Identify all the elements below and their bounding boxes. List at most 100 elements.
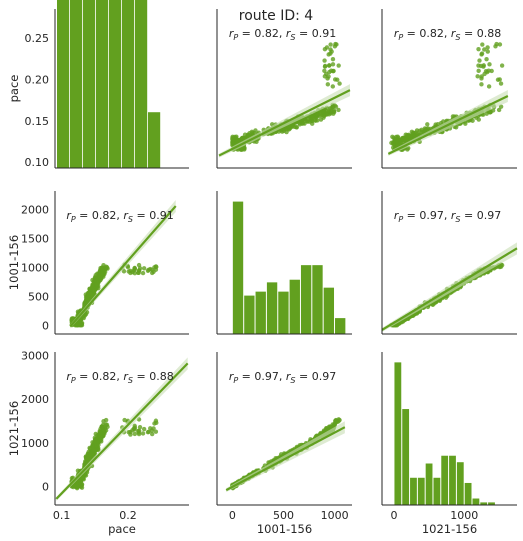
scatter-point — [479, 74, 484, 79]
histogram-bar — [255, 291, 266, 334]
y-tick-label: 1000 — [21, 437, 49, 450]
scatter-point — [92, 274, 98, 280]
correlation-annotation: rP = 0.97, rS = 0.97 — [394, 209, 501, 224]
scatter-point — [96, 273, 101, 279]
scatter-point — [96, 442, 101, 447]
scatter-point — [90, 282, 95, 287]
histogram-bar — [109, 0, 122, 168]
scatter-point — [146, 267, 151, 273]
histogram-bar — [278, 291, 289, 334]
y-tick-label: 3000 — [21, 349, 49, 362]
correlation-annotation: rP = 0.97, rS = 0.97 — [229, 370, 336, 385]
histogram-bar — [394, 362, 402, 505]
scatter-point — [327, 63, 332, 68]
scatter-point — [479, 51, 485, 56]
histogram-bar — [433, 477, 441, 505]
histogram-bar — [335, 318, 346, 334]
scatter-point — [485, 45, 490, 50]
scatter-point — [83, 473, 89, 478]
scatter-point — [102, 269, 108, 275]
scatter-point — [78, 323, 84, 328]
histogram-bar — [410, 477, 417, 505]
y-tick-label: 1000 — [21, 261, 49, 274]
scatter-point — [100, 425, 105, 430]
y-tick-label: 0.20 — [25, 73, 50, 86]
scatter-point — [103, 417, 109, 423]
scatter-point — [249, 129, 255, 134]
scatter-point — [146, 429, 151, 435]
scatter-point — [83, 460, 89, 465]
panel-1021-156-vs-pace: rP = 0.82, rS = 0.88 — [381, 9, 517, 169]
scatter-point — [141, 266, 147, 271]
scatter-point — [321, 113, 327, 119]
correlation-annotation: rP = 0.82, rS = 0.91 — [229, 27, 336, 42]
scatter-point — [496, 107, 502, 113]
scatter-point — [329, 68, 334, 73]
scatter-point — [498, 81, 504, 86]
panel-1001-156-vs-pace: rP = 0.82, rS = 0.91 — [216, 9, 352, 169]
scatter-point — [83, 312, 89, 317]
y-tick-label: 0 — [42, 319, 49, 332]
scatter-point — [495, 77, 501, 82]
histogram-bar — [57, 0, 70, 168]
scatter-point — [74, 486, 80, 491]
panel-pace-vs-1021-156: rP = 0.82, rS = 0.88 0 1000 2000 3000 1021-15… — [7, 349, 189, 536]
scatter-point — [337, 81, 342, 86]
scatter-point — [324, 45, 330, 50]
scatter-point — [153, 418, 159, 423]
histogram-bar — [244, 295, 255, 334]
scatter-point — [487, 62, 492, 67]
histogram-bar — [96, 0, 109, 168]
y-tick-label: 0.25 — [25, 32, 50, 45]
scatter-point — [400, 136, 405, 141]
histogram-bar — [464, 482, 472, 505]
scatter-point — [336, 107, 341, 113]
scatter-point — [328, 47, 333, 52]
scatter-point — [497, 42, 503, 47]
scatter-point — [78, 484, 84, 489]
scatter-point — [334, 42, 339, 47]
scatter-point — [122, 417, 127, 423]
scatter-point — [96, 279, 101, 285]
scatter-point — [128, 429, 133, 435]
scatter-point — [132, 425, 138, 430]
y-tick-label: 0.10 — [25, 156, 50, 169]
x-tick-label: 0 — [390, 509, 397, 522]
scatter-point — [149, 431, 155, 437]
scatter-point — [135, 428, 141, 434]
scatter-point — [141, 426, 147, 432]
correlation-annotation: rP = 0.82, rS = 0.91 — [66, 209, 173, 224]
regression-line — [387, 94, 509, 155]
scatter-point — [499, 63, 505, 68]
figure-title: route ID: 4 — [239, 8, 314, 24]
y-axis-label: 1021-156 — [7, 401, 21, 456]
x-axis-label: 1001-156 — [257, 522, 312, 536]
scatter-point — [389, 140, 394, 146]
x-tick-label: 1000 — [321, 509, 349, 522]
scatter-point — [494, 41, 499, 47]
scatter-point — [91, 288, 96, 293]
x-axis-label: pace — [108, 522, 136, 536]
scatter-point — [230, 140, 235, 146]
scatter-point — [128, 268, 133, 274]
scatter-point — [482, 47, 487, 52]
scatter-point — [498, 104, 504, 109]
scatter-point — [479, 82, 484, 87]
scatter-point — [153, 429, 159, 434]
scatter-point — [132, 267, 138, 272]
scatter-point — [307, 119, 312, 124]
regression-line — [381, 247, 518, 331]
scatter-point — [135, 270, 141, 276]
histogram-bar — [266, 282, 278, 334]
scatter-point — [140, 270, 146, 276]
histogram-bar — [402, 409, 410, 505]
scatter-point — [335, 77, 340, 82]
scatter-point — [302, 121, 307, 126]
y-axis-label: pace — [7, 75, 21, 103]
histogram-bar — [312, 265, 323, 334]
x-axis-label: 1021-156 — [422, 522, 477, 536]
regression-line — [69, 205, 177, 328]
y-axis-label: 1001-156 — [7, 235, 21, 290]
